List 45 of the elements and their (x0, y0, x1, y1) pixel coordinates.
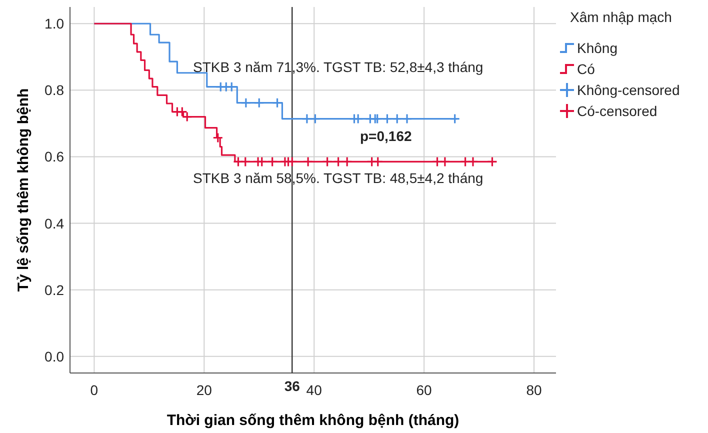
x-tick-label: 80 (526, 382, 542, 398)
point (460, 156, 471, 168)
x-tick-label: 0 (90, 382, 98, 398)
point (240, 156, 251, 168)
point (240, 98, 252, 108)
point (392, 113, 402, 124)
point (310, 113, 320, 124)
point (232, 156, 244, 168)
ref-line-label: 36 (284, 378, 300, 394)
x-tick-label: 60 (416, 382, 432, 398)
x-tick-label: 20 (196, 382, 212, 398)
point (432, 156, 443, 168)
point (332, 156, 344, 168)
point (372, 113, 383, 124)
point (272, 98, 283, 108)
y-axis-title: Tỷ lệ sống thêm không bệnh (15, 88, 32, 292)
x-axis-title: Thời gian sống thêm không bệnh (tháng) (166, 412, 460, 429)
point (267, 156, 278, 168)
y-tick-label: 0.0 (44, 348, 64, 364)
y-tick-label: 0.2 (44, 282, 64, 298)
point (382, 113, 393, 124)
legend-label: Không (577, 40, 618, 56)
point (302, 113, 312, 124)
point (212, 132, 224, 144)
point (322, 156, 333, 168)
y-tick-label: 1.0 (44, 16, 64, 32)
legend-label: Không-censored (577, 82, 680, 98)
legend-title: Xâm nhập mạch (570, 9, 672, 25)
y-tick-label: 0.8 (44, 82, 64, 98)
point (254, 98, 264, 108)
y-tick-label: 0.4 (44, 215, 64, 232)
annotation: p=0,162 (360, 128, 412, 144)
legend-label: Có (577, 61, 596, 77)
point (372, 156, 384, 168)
point (302, 156, 314, 168)
point (440, 156, 450, 168)
point (450, 113, 460, 124)
point (468, 156, 478, 168)
x-tick-label: 40 (306, 382, 322, 398)
legend-label: Có-censored (577, 103, 658, 119)
point (342, 156, 352, 168)
y-tick-label: 0.6 (44, 148, 64, 165)
point (486, 156, 498, 168)
point (402, 113, 412, 124)
point (226, 82, 237, 92)
